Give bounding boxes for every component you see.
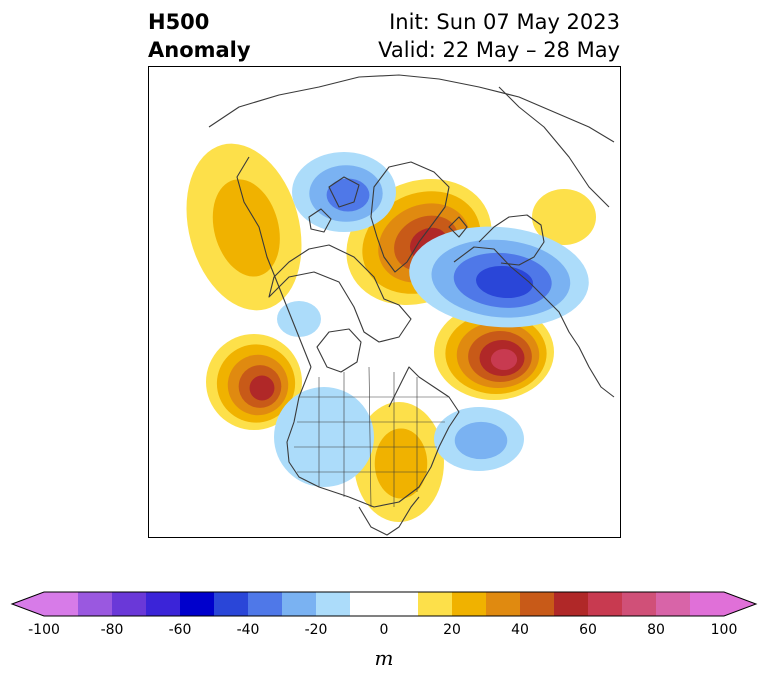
colorbar-bin-14 bbox=[486, 592, 521, 616]
forecast-dates: Init: Sun 07 May 2023 Valid: 22 May – 28… bbox=[378, 8, 620, 64]
map-title: H500 Anomaly bbox=[148, 8, 251, 64]
colorbar-bin-8 bbox=[282, 592, 317, 616]
colorbar-tick-label: 100 bbox=[710, 622, 738, 638]
colorbar-bin-19 bbox=[656, 592, 691, 616]
coastline-scandinavia bbox=[478, 214, 545, 266]
colorbar-tick-label: -20 bbox=[304, 622, 328, 638]
colorbar-bin-1 bbox=[44, 592, 79, 616]
colorbar bbox=[10, 591, 758, 617]
colorbar-unit-label: m bbox=[374, 646, 394, 670]
colorbar-bin-3 bbox=[112, 592, 147, 616]
colorbar-bin-18 bbox=[622, 592, 657, 616]
colorbar-bin-11 bbox=[384, 592, 419, 616]
anomaly-fields bbox=[186, 143, 596, 522]
colorbar-extend-min bbox=[12, 592, 44, 616]
colorbar-tick-label: 0 bbox=[379, 622, 389, 638]
colorbar-bin-6 bbox=[214, 592, 249, 616]
coastline-greenland bbox=[370, 161, 450, 273]
colorbar-tick-label: 80 bbox=[647, 622, 665, 638]
colorbar-bin-7 bbox=[248, 592, 283, 616]
ridge-north-atlantic-level-6 bbox=[490, 349, 518, 370]
admin-borders bbox=[294, 366, 449, 508]
coastline-gulf bbox=[358, 496, 420, 536]
title-line-1: H500 bbox=[148, 10, 210, 34]
coastline-hudson-bay bbox=[316, 328, 362, 373]
colorbar-bin-9 bbox=[316, 592, 351, 616]
colorbar-bin-4 bbox=[146, 592, 181, 616]
colorbar-outline bbox=[10, 591, 758, 617]
coastlines bbox=[208, 74, 615, 536]
trough-pacific-small-level-1 bbox=[277, 301, 321, 337]
colorbar-extend-max bbox=[724, 592, 756, 616]
init-date: Init: Sun 07 May 2023 bbox=[389, 10, 620, 34]
colorbar-tick-label: 20 bbox=[443, 622, 461, 638]
coastline-siberia bbox=[208, 74, 615, 143]
colorbar-bin-10 bbox=[350, 592, 385, 616]
anomaly-map bbox=[148, 66, 621, 538]
colorbar-tick-label: 40 bbox=[511, 622, 529, 638]
colorbar-tick-label: -80 bbox=[100, 622, 124, 638]
colorbar-tick-label: -100 bbox=[28, 622, 60, 638]
ridge-east-pacific-level-5 bbox=[249, 375, 275, 401]
ridge-eastern-us-level-2 bbox=[374, 428, 428, 499]
trough-western-us-level-1 bbox=[274, 387, 374, 487]
coastline-alaska bbox=[236, 156, 312, 368]
colorbar-bin-2 bbox=[78, 592, 113, 616]
colorbar-bin-20 bbox=[690, 592, 725, 616]
map-canvas bbox=[186, 74, 615, 536]
colorbar-tick-label: -60 bbox=[168, 622, 192, 638]
coastline-na-west bbox=[286, 366, 350, 498]
ridge-europe-level-1 bbox=[532, 189, 596, 245]
colorbar-tick-label: -40 bbox=[236, 622, 260, 638]
colorbar-bin-13 bbox=[452, 592, 487, 616]
colorbar-bin-12 bbox=[418, 592, 453, 616]
coastline-east-asia bbox=[498, 86, 610, 208]
ridge-west-coast-level-2 bbox=[212, 179, 280, 277]
coastline-na-east bbox=[348, 366, 460, 508]
coastline-canada bbox=[268, 244, 412, 343]
colorbar-bin-17 bbox=[588, 592, 623, 616]
valid-range: Valid: 22 May – 28 May bbox=[378, 38, 620, 62]
coastline-arctic-islands bbox=[308, 176, 468, 238]
colorbar-bin-15 bbox=[520, 592, 555, 616]
colorbar-tick-label: 60 bbox=[579, 622, 597, 638]
colorbar-bin-5 bbox=[180, 592, 215, 616]
colorbar-bin-16 bbox=[554, 592, 589, 616]
trough-atlantic-level-2 bbox=[454, 421, 508, 460]
colorbar-ticks: -100 -80 -60 -40 -20 0 20 40 60 80 100 bbox=[0, 622, 768, 642]
title-line-2: Anomaly bbox=[148, 38, 251, 62]
coastline-europe bbox=[453, 246, 615, 398]
